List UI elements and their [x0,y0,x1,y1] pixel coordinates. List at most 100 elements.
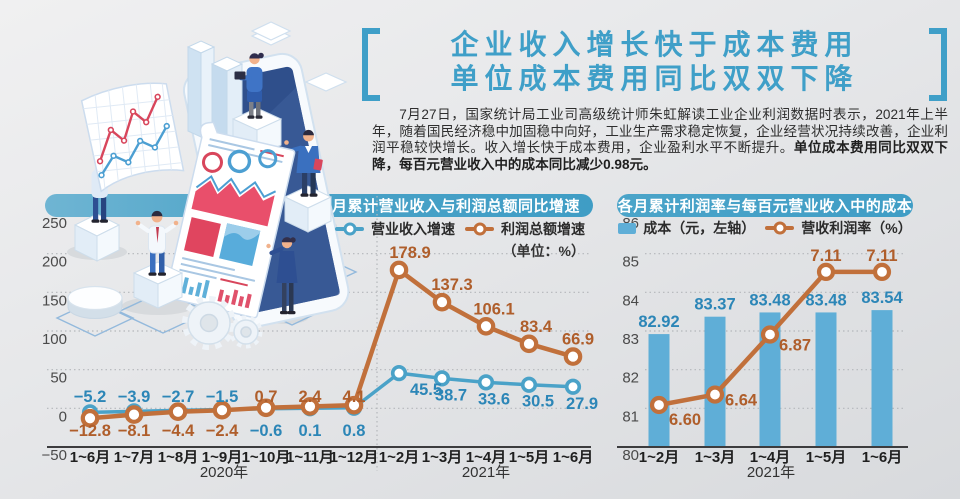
gear-large-icon [182,296,236,350]
profit-growth-value-label: −8.1 [118,422,151,440]
x-axis-category-label: 1~4月 [750,449,790,466]
profit-growth-value-label: 178.9 [389,244,430,262]
mini-bars-red [217,289,252,309]
revenue-line-marker-icon [335,222,364,236]
profit-rate-value-label: 7.11 [866,247,897,265]
x-axis-category-label: 1~4月 [466,449,506,466]
x-axis-category-label: 1~8月 [158,449,198,466]
x-axis-category-label: 1~6月 [553,449,593,466]
cost-value-label: 83.54 [861,289,903,307]
revenue-growth-value-label: 0.1 [299,422,322,440]
page-title-line-2: 单位成本费用同比双双下降 [450,63,859,94]
profit-growth-point [300,397,320,416]
profit-growth-point [389,260,409,280]
x-axis-category-label: 1~3月 [422,449,462,466]
legend-item-profit-growth: 利润总额增速 [465,219,585,239]
page-title: 企业收入增长快于成本费用 单位成本费用同比双双下降 [380,28,929,104]
y-axis-tick-label: 80 [622,447,639,464]
x-axis-category-label: 1~11月 [286,449,334,466]
profit-rate-point [816,262,836,281]
right-chart-title: 各月累计利润率与每百元营业收入中的成本 [617,198,913,215]
revenue-growth-point [564,378,582,395]
revenue-growth-point [520,376,538,393]
legend-label-profit-growth: 利润总额增速 [501,221,585,237]
cost-value-label: 83.37 [694,296,735,314]
bracket-left-decoration [362,28,380,101]
profit-growth-value-label: 83.4 [520,318,553,336]
profit-growth-value-label: 66.9 [562,331,594,349]
revenue-growth-value-label: 0.8 [343,422,366,440]
x-axis-category-label: 1~9月 [202,449,242,466]
cost-value-label: 83.48 [805,291,846,309]
x-axis-category-label: 1~10月 [242,449,291,466]
revenue-growth-value-label: 27.9 [566,395,598,413]
profit-rate-point [649,395,669,415]
cost-bar [759,312,781,448]
profit-growth-point [212,400,232,420]
revenue-growth-value-label: −2.7 [162,388,195,406]
cost-value-label: 82.92 [638,313,679,331]
y-axis-tick-label: 0 [59,408,67,425]
revenue-growth-value-label: −0.6 [250,422,283,440]
y-axis-tick-label: 200 [42,254,67,271]
left-chart-legend: 营业收入增速 利润总额增速 （单位：%） [300,219,585,261]
cost-value-label: 83.48 [749,291,790,309]
y-axis-tick-label: 81 [622,408,639,425]
cost-bar [871,310,893,448]
y-axis-tick-label: 84 [622,292,639,309]
legend-label-profit-rate: 营收利润率（%） [801,220,912,236]
profit-growth-point [432,292,452,312]
illustration [55,21,358,350]
legend-item-cost: 成本（元，左轴） [618,218,755,238]
profit-rate-value-label: 6.60 [669,411,701,429]
person-woman-reading [266,237,298,315]
person-woman-tablet [234,52,264,119]
y-axis-tick-label: 83 [622,331,639,348]
profit-rate-point [760,325,780,344]
x-axis-category-label: 1~2月 [639,449,679,466]
x-axis-category-label: 1~5月 [509,449,549,466]
cube-center [132,261,184,309]
revenue-growth-value-label: 30.5 [522,393,554,411]
revenue-growth-value-label: −1.5 [206,388,239,406]
page-title-line-1: 企业收入增长快于成本费用 [450,29,859,60]
legend-item-profit-rate: 营收利润率（%） [765,218,912,238]
profit-growth-point [519,334,539,354]
cube-right [283,185,333,233]
revenue-growth-point [390,365,408,382]
y-axis-tick-label: 250 [42,215,67,232]
profit-growth-value-label: 4.1 [343,388,366,406]
revenue-growth-value-label: −3.9 [118,388,151,406]
x-axis-category-label: 1~3月 [695,449,735,466]
cost-bar [648,334,670,448]
cost-bar [815,312,837,448]
profit-growth-point [476,316,496,336]
profit-line-marker-icon [465,222,494,236]
profit-growth-value-label: 0.7 [255,388,278,406]
bracket-right-decoration [929,28,947,101]
revenue-growth-value-label: 33.6 [478,390,510,408]
x-axis-category-label: 1~6月 [862,449,902,466]
intro-bold-text: 单位成本费用同比双双下降，每百元营业收入中的成本同比减少0.98元。 [372,140,949,172]
y-axis-tick-label: −50 [42,447,67,464]
year-label-2021: 2021年 [747,464,795,481]
isometric-pillars [186,40,244,149]
x-axis-category-label: 1~12月 [330,449,379,466]
intro-text: 7月27日，国家统计局工业司高级统计师朱虹解读工业企业利润数据时表示，2021年… [372,107,948,155]
right-chart-title-banner: 各月累计利润率与每百元营业收入中的成本 [617,194,913,217]
profit-growth-point [168,402,188,422]
x-axis-category-label: 1~2月 [379,449,419,466]
cube-left [73,213,121,262]
unit-note: （单位：%） [502,243,585,259]
legend-label-cost: 成本（元，左轴） [643,220,756,236]
profit-growth-value-label: −12.8 [69,422,111,440]
headline-block: 企业收入增长快于成本费用 单位成本费用同比双双下降 [362,28,947,104]
y-axis-tick-label: 85 [622,254,639,271]
x-axis-category-label: 1~5月 [806,449,846,466]
revenue-growth-value-label: −5.2 [74,388,107,406]
profit-growth-point [563,347,583,366]
y-axis-tick-label: 50 [50,370,67,387]
profit-growth-value-label: 106.1 [473,300,514,318]
